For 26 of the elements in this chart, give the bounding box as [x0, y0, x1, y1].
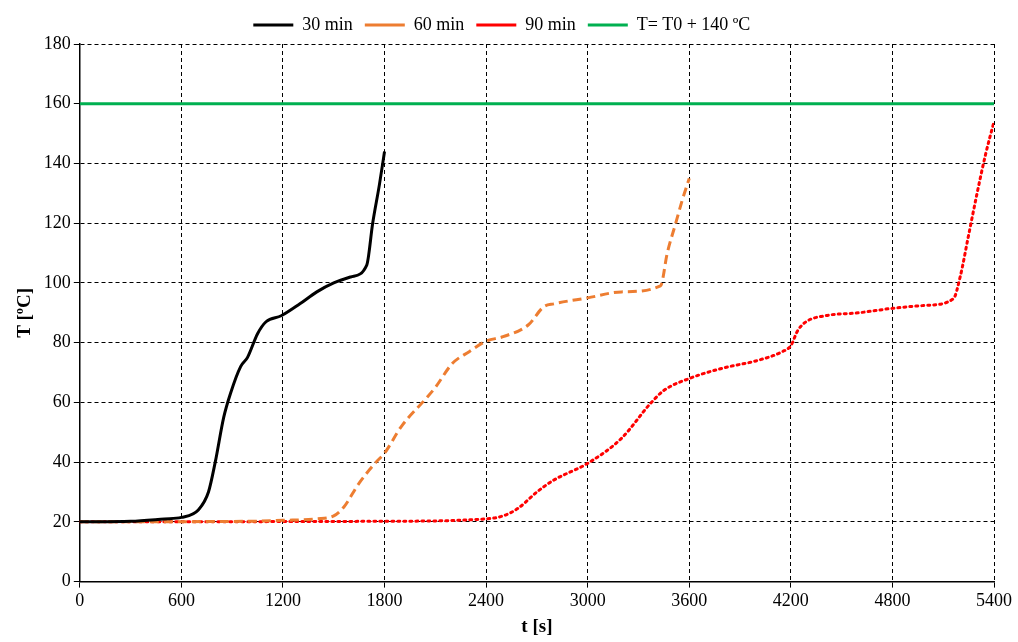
legend-label: 90 min: [525, 13, 576, 34]
y-tick-label: 120: [43, 211, 71, 232]
x-tick-label: 1200: [264, 590, 301, 611]
y-tick-label: 180: [43, 32, 71, 53]
y-tick-label: 100: [43, 271, 71, 292]
y-tick-label: 60: [52, 391, 71, 412]
legend-label: T= T0 + 140 ºC: [636, 13, 751, 34]
y-tick-label: 40: [52, 450, 71, 471]
y-axis-title: T [ºC]: [13, 287, 35, 338]
x-axis-title: t [s]: [521, 614, 553, 636]
x-tick-label: 600: [167, 590, 195, 611]
y-tick-label: 160: [43, 92, 71, 113]
legend-label: 60 min: [413, 13, 465, 34]
x-tick-label: 4800: [874, 590, 911, 611]
x-tick-label: 4200: [772, 590, 809, 611]
x-tick-label: 0: [75, 590, 85, 611]
y-tick-label: 80: [52, 331, 71, 352]
x-tick-label: 5400: [976, 590, 1012, 611]
x-tick-label: 1800: [366, 590, 403, 611]
x-tick-label: 3000: [569, 590, 606, 611]
x-tick-label: 3600: [671, 590, 708, 611]
y-tick-label: 140: [43, 152, 71, 173]
y-tick-label: 20: [52, 510, 71, 531]
legend-label: 30 min: [302, 13, 353, 34]
y-tick-label: 0: [61, 570, 71, 591]
x-tick-label: 2400: [468, 590, 505, 611]
